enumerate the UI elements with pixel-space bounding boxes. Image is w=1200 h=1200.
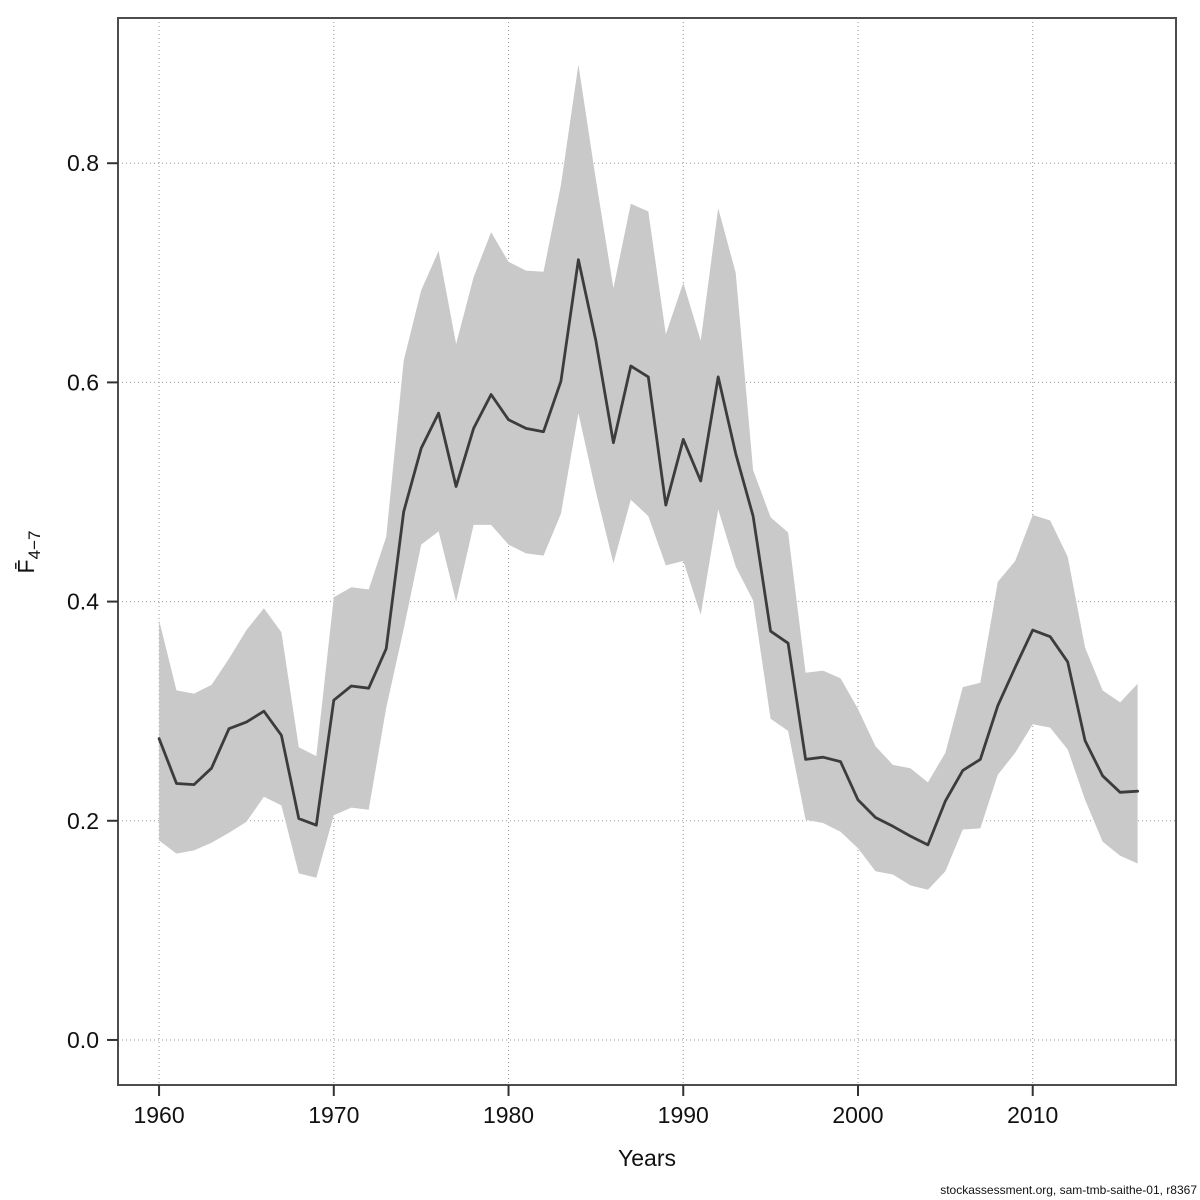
grid-layer xyxy=(118,18,1176,1085)
y-axis-title-subscript: 4−7 xyxy=(25,531,44,560)
x-tick-label: 1990 xyxy=(658,1102,709,1128)
y-tick-label: 0.6 xyxy=(67,369,99,395)
attribution-text: stockassessment.org, sam-tmb-saithe-01, … xyxy=(940,1183,1197,1197)
y-axis-title-base: F̄ xyxy=(13,559,39,573)
y-tick-label: 0.0 xyxy=(67,1027,99,1053)
plot-frame xyxy=(117,17,1177,1086)
x-tick-label: 1970 xyxy=(308,1102,359,1128)
y-tick-label: 0.2 xyxy=(67,808,99,834)
confidence-band xyxy=(159,64,1138,890)
tick-layer: 1960 1970 1980 1990 2000 2010 0.0 0.2 0.4 0.6 0.8 xyxy=(67,150,1058,1128)
y-tick-label: 0.8 xyxy=(67,150,99,176)
data-layer xyxy=(157,64,1139,890)
x-tick-label: 2000 xyxy=(832,1102,883,1128)
y-axis-title: F̄4−7 xyxy=(13,531,44,574)
x-axis-title: Years xyxy=(618,1145,676,1171)
frame-layer xyxy=(117,17,1177,1086)
fbar-line xyxy=(157,258,1139,847)
x-tick-label: 2010 xyxy=(1007,1102,1058,1128)
x-tick-label: 1980 xyxy=(483,1102,534,1128)
y-tick-label: 0.4 xyxy=(67,589,99,615)
x-tick-label: 1960 xyxy=(133,1102,184,1128)
